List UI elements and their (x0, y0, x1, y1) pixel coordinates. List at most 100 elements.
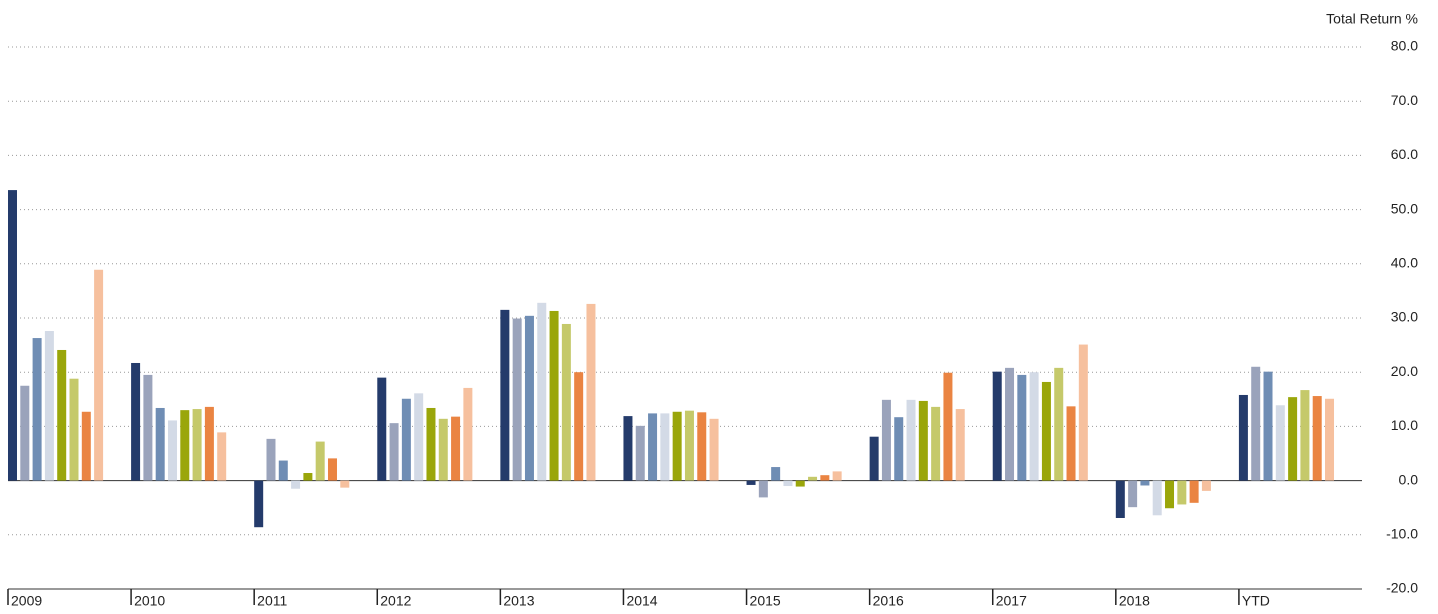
x-tick-label: YTD (1242, 593, 1270, 609)
bar (1238, 394, 1248, 481)
bar (623, 416, 633, 481)
bar (81, 411, 91, 481)
bar (340, 480, 350, 488)
bar (943, 372, 953, 481)
y-tick-label: 20.0 (1391, 363, 1418, 379)
bar (1300, 390, 1310, 481)
bar (1078, 344, 1088, 481)
x-tick-label: 2016 (873, 593, 904, 609)
bar (1140, 480, 1150, 486)
bar (1017, 374, 1027, 481)
bar (1165, 480, 1175, 509)
y-axis-label: Total Return % (1326, 11, 1418, 27)
y-tick-label: 80.0 (1391, 38, 1418, 54)
bar (648, 413, 658, 481)
bar (931, 406, 941, 481)
bar (524, 315, 534, 481)
y-tick-label: 70.0 (1391, 92, 1418, 108)
y-tick-label: 60.0 (1391, 146, 1418, 162)
bar (574, 372, 584, 481)
y-tick-label: -10.0 (1386, 526, 1418, 542)
bar (992, 371, 1002, 481)
x-tick-label: 2012 (380, 593, 411, 609)
bar (1177, 480, 1187, 505)
bar (57, 349, 67, 481)
bar (537, 302, 547, 481)
bar (955, 409, 965, 481)
bar (20, 385, 30, 481)
bar (832, 471, 842, 481)
bar (906, 399, 916, 481)
bar (771, 467, 781, 481)
bar (1201, 480, 1211, 491)
bar (894, 417, 904, 481)
bar (672, 411, 682, 481)
bar (254, 480, 264, 528)
bar (1066, 406, 1076, 481)
bar (32, 338, 42, 481)
bar (131, 362, 141, 481)
bar (1312, 396, 1322, 481)
bar (1115, 480, 1125, 518)
bar (143, 374, 153, 481)
y-tick-label: 50.0 (1391, 200, 1418, 216)
bar (389, 423, 399, 481)
bar (438, 418, 448, 481)
bar (401, 398, 411, 481)
y-tick-label: 30.0 (1391, 309, 1418, 325)
x-tick-label: 2014 (626, 593, 657, 609)
bar (217, 432, 227, 481)
x-tick-label: 2017 (996, 593, 1027, 609)
bar (426, 407, 436, 481)
bar (586, 303, 596, 481)
bar (783, 480, 793, 487)
bar (167, 420, 177, 481)
bar (8, 190, 17, 481)
bar (512, 318, 522, 481)
bar (377, 377, 387, 481)
bar (451, 416, 461, 481)
x-tick-label: 2009 (11, 593, 42, 609)
y-tick-label: 0.0 (1399, 471, 1419, 487)
bar (795, 480, 805, 487)
x-tick-label: 2013 (503, 593, 534, 609)
bar (549, 310, 559, 481)
bar (278, 460, 288, 481)
bar (561, 323, 571, 481)
x-tick-label: 2018 (1119, 593, 1150, 609)
bar (327, 458, 337, 481)
bar (684, 410, 694, 481)
bar (820, 475, 830, 481)
bar (463, 387, 473, 481)
x-tick-label: 2011 (257, 593, 287, 609)
bar (918, 400, 928, 481)
x-tick-label: 2010 (134, 593, 165, 609)
bar (635, 425, 645, 481)
bar (204, 406, 214, 481)
bar (94, 269, 104, 481)
y-tick-label: -20.0 (1386, 580, 1418, 596)
bar (1251, 366, 1261, 481)
bar (1152, 480, 1162, 516)
bar (44, 331, 54, 481)
bar (1005, 367, 1015, 481)
bar (709, 418, 719, 481)
bar (697, 412, 707, 481)
y-tick-label: 40.0 (1391, 255, 1418, 271)
bar (1029, 372, 1039, 481)
bar (155, 407, 165, 481)
x-tick-label: 2015 (750, 593, 781, 609)
bar (291, 480, 301, 489)
bar (1128, 480, 1138, 508)
bar (808, 476, 818, 481)
bar (69, 378, 79, 481)
y-tick-label: 10.0 (1391, 417, 1418, 433)
bar (881, 399, 891, 481)
bar (758, 480, 768, 498)
bar (266, 438, 276, 481)
bar (1263, 371, 1273, 481)
bar (414, 393, 424, 481)
bar (869, 436, 879, 481)
bar (315, 441, 325, 481)
